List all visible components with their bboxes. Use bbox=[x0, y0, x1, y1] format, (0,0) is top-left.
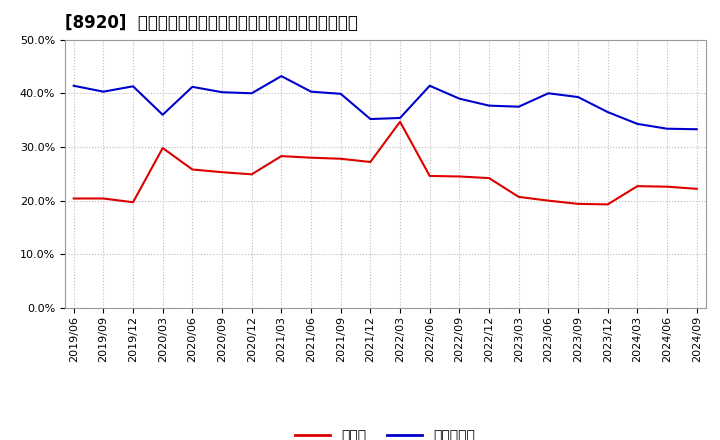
Legend: 現預金, 有利子負債: 現預金, 有利子負債 bbox=[290, 424, 480, 440]
Text: [8920]  現預金、有利子負債の総資産に対する比率の推移: [8920] 現預金、有利子負債の総資産に対する比率の推移 bbox=[65, 15, 358, 33]
